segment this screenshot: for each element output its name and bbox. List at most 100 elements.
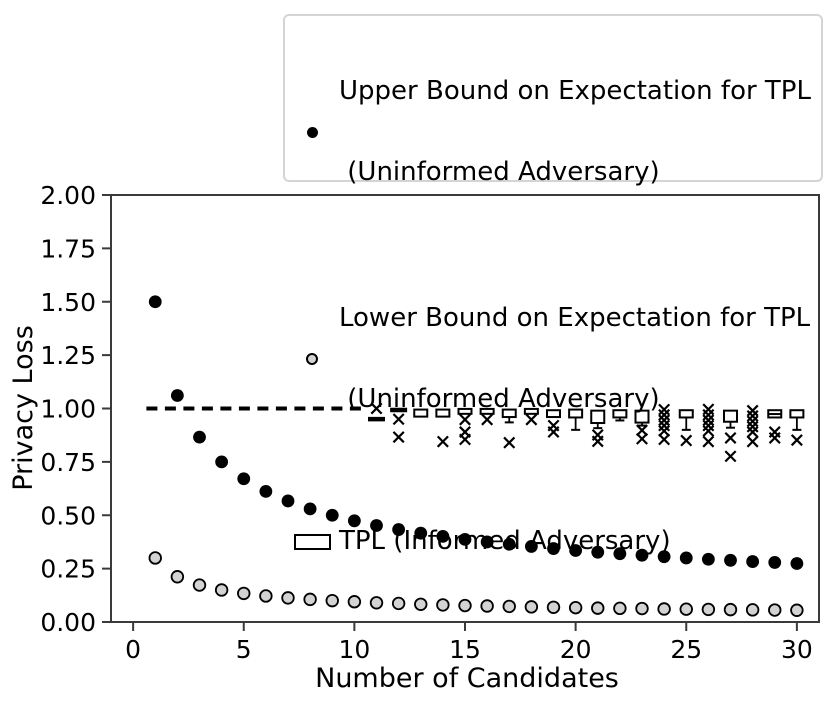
lower-bound-point [170, 570, 185, 584]
upper-bound-point [701, 552, 715, 566]
upper-bound-point [259, 484, 273, 498]
x-tick-label: 10 [338, 635, 370, 664]
legend-label: Upper Bound on Expectation for TPL (Unin… [339, 24, 811, 240]
tpl-flier-x [658, 433, 671, 446]
upper-bound-point [657, 550, 671, 564]
lower-bound-point [546, 600, 561, 614]
lower-bound-point [458, 598, 472, 613]
y-tick-label: 1.75 [40, 234, 96, 263]
lower-bound-point [192, 578, 207, 592]
x-axis-label: Number of Candidates [315, 663, 619, 694]
legend-entry-lower-bound: Lower Bound on Expectation for TPL (Unin… [285, 251, 821, 467]
tpl-flier-x [392, 431, 405, 444]
y-tick-label: 1.25 [40, 341, 96, 370]
lower-bound-point [325, 593, 339, 608]
upper-bound-point [325, 508, 339, 522]
upper-bound-point [746, 555, 760, 568]
upper-bound-point [547, 542, 560, 555]
tpl-flier-x [436, 435, 449, 448]
tpl-flier-x [702, 424, 715, 437]
box-icon [293, 533, 331, 550]
tpl-flier-x [525, 413, 538, 426]
legend-label-line: Lower Bound on Expectation for TPL [339, 303, 811, 333]
filled-circle-icon [306, 126, 318, 138]
lower-bound-point [635, 601, 649, 616]
upper-bound-point [635, 548, 649, 562]
tpl-flier-x [746, 435, 759, 448]
legend-label-line: (Uninformed Adversary) [339, 157, 660, 187]
y-axis-label: Privacy Loss [8, 325, 39, 491]
upper-bound-point [458, 532, 472, 546]
upper-bound-point [591, 545, 605, 559]
tpl-box [457, 407, 473, 415]
tpl-box [435, 408, 451, 418]
tpl-flier-x [746, 409, 759, 422]
tpl-flier-x [459, 433, 471, 446]
y-tick-label: 1.50 [40, 288, 96, 317]
lower-bound-point [502, 599, 516, 614]
tpl-flier-x [481, 413, 494, 426]
upper-bound-point [480, 535, 494, 549]
lower-bound-point [391, 596, 406, 611]
tpl-flier-x [746, 420, 759, 433]
x-tick-label: 0 [125, 635, 141, 664]
tpl-flier-x [547, 426, 560, 438]
legend-entry-tpl-informed: TPL (Informed Adversary) [285, 474, 821, 609]
tpl-box [523, 407, 539, 415]
upper-bound-point [237, 472, 251, 486]
tpl-flier-x [658, 403, 671, 416]
upper-bound-point [193, 430, 206, 444]
upper-bound-point [790, 557, 804, 570]
tpl-flier-x [636, 424, 648, 437]
legend-entry-upper-bound: Upper Bound on Expectation for TPL (Unin… [285, 24, 821, 240]
tpl-flier-x [658, 419, 671, 432]
tpl-flier-x [702, 435, 715, 448]
tpl-flier-x [680, 434, 693, 447]
tpl-flier-x [459, 413, 471, 426]
upper-bound-point [347, 514, 361, 528]
tpl-flier-x [370, 402, 383, 415]
lower-bound-point [591, 601, 605, 615]
upper-bound-point [303, 502, 317, 516]
upper-bound-point [679, 551, 693, 565]
y-tick-label: 0.25 [40, 555, 96, 584]
x-tick-label: 20 [560, 635, 592, 664]
lower-bound-point [480, 599, 494, 613]
x-tick-label: 30 [781, 635, 813, 664]
legend-label-line: Upper Bound on Expectation for TPL [339, 76, 811, 106]
open-circle-icon [306, 353, 318, 365]
lower-bound-point [768, 603, 782, 617]
y-tick-label: 0.75 [40, 448, 96, 477]
x-tick-label: 5 [236, 635, 252, 664]
y-tick-label: 1.00 [40, 395, 96, 424]
y-tick-label: 2.00 [40, 181, 96, 210]
legend-label: TPL (Informed Adversary) [339, 474, 671, 609]
y-tick-label: 0.50 [40, 501, 96, 530]
upper-bound-point [436, 529, 450, 543]
tpl-flier-x [702, 414, 715, 427]
tpl-flier-x [702, 419, 715, 432]
x-tick-label: 15 [449, 635, 481, 664]
tpl-flier-x [658, 408, 671, 421]
x-tick-label: 25 [670, 635, 702, 664]
tpl-flier-x [591, 435, 604, 448]
upper-bound-point [281, 494, 295, 508]
lower-bound-point [148, 551, 162, 565]
tpl-box [479, 407, 495, 415]
tpl-flier-x [746, 426, 759, 438]
lower-bound-point [723, 602, 738, 617]
tpl-flier-x [724, 431, 737, 444]
lower-bound-point [568, 600, 583, 615]
tpl-flier-x [790, 434, 803, 447]
upper-bound-point [392, 523, 406, 536]
legend-label-line: (Uninformed Adversary) [339, 384, 660, 414]
tpl-flier-x [658, 414, 671, 427]
lower-bound-point [701, 602, 716, 617]
upper-bound-point [370, 519, 383, 532]
tpl-flier-x [658, 424, 671, 437]
upper-bound-point [414, 526, 428, 540]
legend-label: Lower Bound on Expectation for TPL (Unin… [339, 251, 810, 467]
lower-bound-point [281, 591, 295, 605]
tpl-box [546, 409, 561, 419]
